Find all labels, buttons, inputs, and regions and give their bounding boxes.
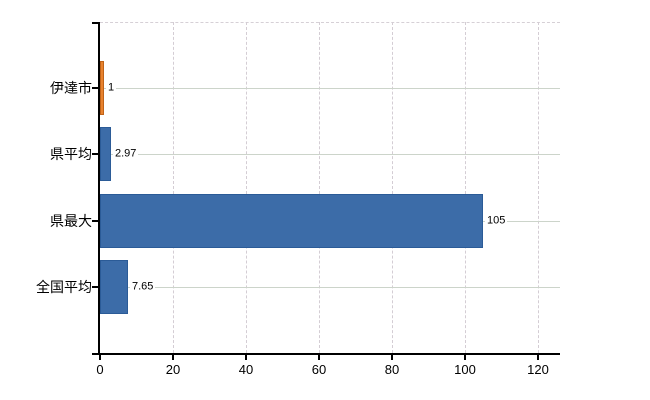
bar-伊達市	[100, 61, 104, 115]
x-axis-tick	[245, 355, 247, 360]
category-label-全国平均: 全国平均	[36, 279, 92, 295]
x-axis-tick	[318, 355, 320, 360]
gridline-vertical	[392, 22, 393, 353]
plot-top-border	[100, 22, 560, 23]
x-tick-label-40: 40	[238, 362, 254, 377]
x-axis-tick	[172, 355, 174, 360]
x-axis-tick	[391, 355, 393, 360]
gridline-horizontal	[100, 287, 560, 288]
gridline-vertical	[465, 22, 466, 353]
category-label-県最大: 県最大	[50, 213, 92, 229]
bar-value-label: 1	[106, 81, 117, 95]
bar-全国平均	[100, 260, 128, 314]
gridline-vertical	[538, 22, 539, 353]
y-axis-tick	[92, 220, 98, 222]
plot-area: 1 2.97 105 7.65	[100, 22, 560, 353]
bar-value-label: 105	[485, 214, 508, 228]
bar-県最大	[100, 194, 483, 248]
x-axis-tick	[464, 355, 466, 360]
gridline-vertical	[319, 22, 320, 353]
y-axis-line	[98, 22, 100, 355]
bar-value-label: 7.65	[130, 280, 156, 294]
gridline-vertical	[173, 22, 174, 353]
x-axis-tick	[99, 355, 101, 360]
x-axis-tick	[537, 355, 539, 360]
bar-県平均	[100, 127, 111, 181]
x-tick-label-60: 60	[311, 362, 327, 377]
category-label-伊達市: 伊達市	[50, 80, 92, 96]
y-axis-tick	[92, 87, 98, 89]
y-axis-tick	[92, 22, 98, 24]
y-axis-tick	[92, 153, 98, 155]
x-tick-label-120: 120	[527, 362, 549, 377]
x-tick-label-0: 0	[96, 362, 104, 377]
y-axis-tick	[92, 286, 98, 288]
bar-value-label: 2.97	[113, 147, 139, 161]
category-label-県平均: 県平均	[50, 146, 92, 162]
x-tick-label-100: 100	[454, 362, 476, 377]
gridline-horizontal	[100, 154, 560, 155]
gridline-horizontal	[100, 88, 560, 89]
x-tick-label-80: 80	[384, 362, 400, 377]
gridline-vertical	[246, 22, 247, 353]
x-tick-label-20: 20	[165, 362, 181, 377]
x-axis-line	[92, 353, 560, 355]
